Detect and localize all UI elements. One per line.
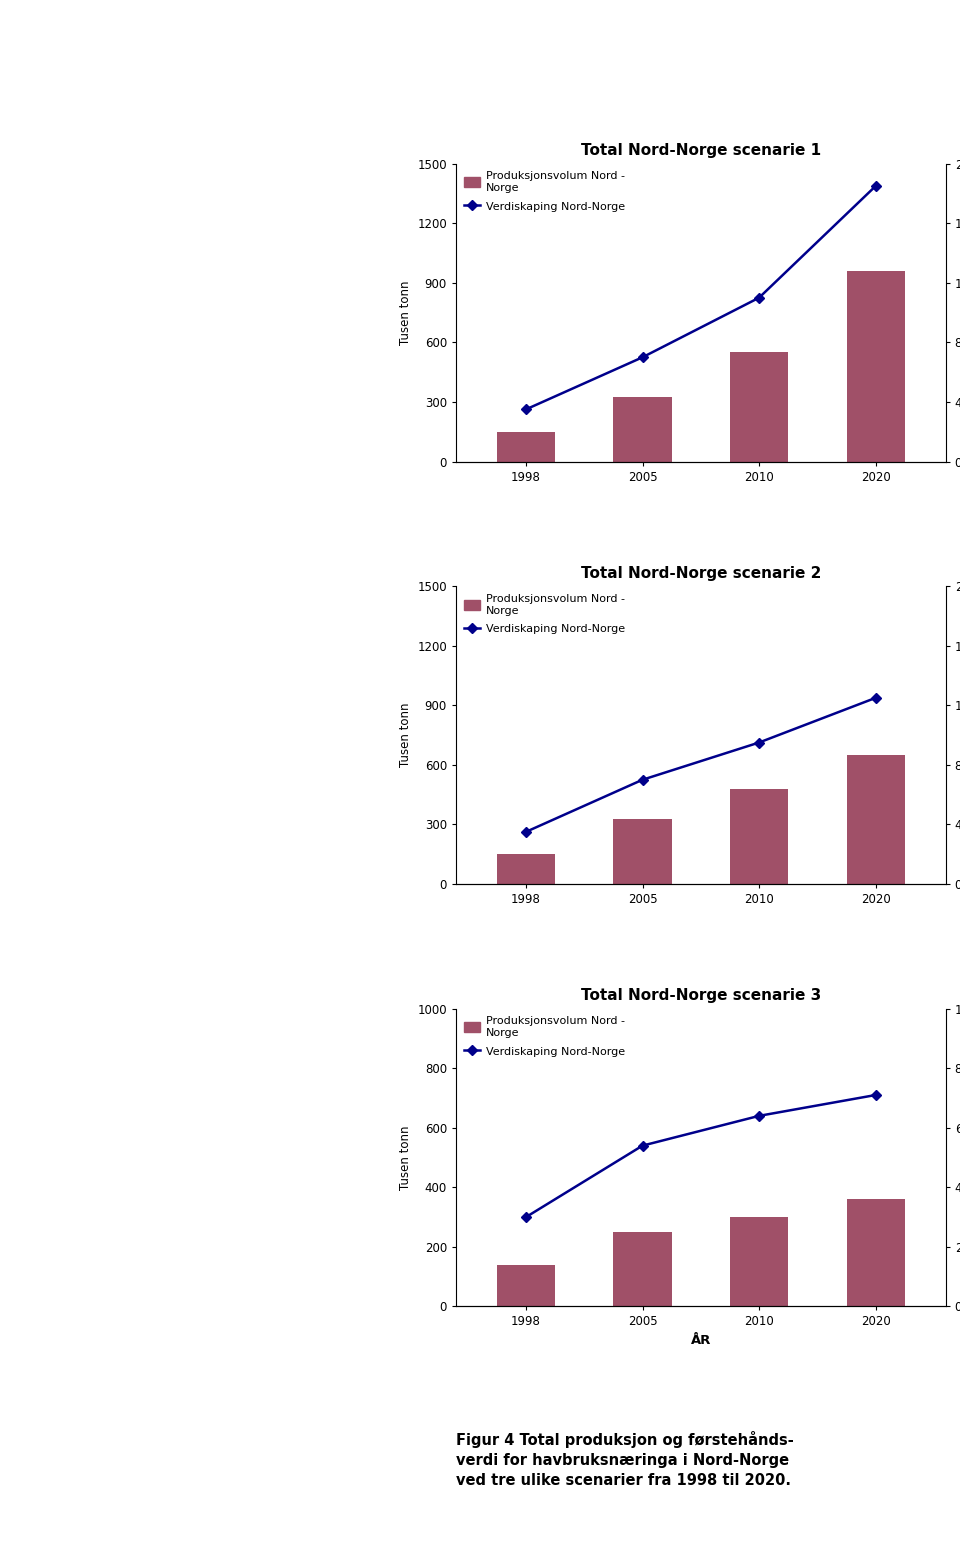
Bar bbox=[730, 352, 788, 461]
Legend: Produksjonsvolum Nord -
Norge, Verdiskaping Nord-Norge: Produksjonsvolum Nord - Norge, Verdiskap… bbox=[462, 1015, 627, 1059]
X-axis label: ÅR: ÅR bbox=[690, 1335, 711, 1347]
Bar bbox=[847, 271, 904, 461]
Title: Total Nord-Norge scenarie 3: Total Nord-Norge scenarie 3 bbox=[581, 988, 821, 1004]
Bar bbox=[847, 755, 904, 884]
Y-axis label: Tusen tonn: Tusen tonn bbox=[398, 281, 412, 345]
Legend: Produksjonsvolum Nord -
Norge, Verdiskaping Nord-Norge: Produksjonsvolum Nord - Norge, Verdiskap… bbox=[462, 592, 627, 636]
Bar bbox=[497, 1264, 555, 1306]
Text: Figur 4 Total produksjon og førstehånds-
verdi for havbruksnæringa i Nord-Norge
: Figur 4 Total produksjon og førstehånds-… bbox=[456, 1431, 794, 1487]
Bar bbox=[497, 854, 555, 884]
Legend: Produksjonsvolum Nord -
Norge, Verdiskaping Nord-Norge: Produksjonsvolum Nord - Norge, Verdiskap… bbox=[462, 170, 627, 214]
Title: Total Nord-Norge scenarie 1: Total Nord-Norge scenarie 1 bbox=[581, 143, 821, 159]
Bar bbox=[730, 789, 788, 884]
Bar bbox=[497, 432, 555, 461]
Bar bbox=[613, 398, 672, 461]
Bar bbox=[613, 1232, 672, 1306]
Y-axis label: Tusen tonn: Tusen tonn bbox=[398, 703, 412, 767]
Bar bbox=[847, 1199, 904, 1306]
Y-axis label: Tusen tonn: Tusen tonn bbox=[398, 1126, 412, 1190]
Bar bbox=[613, 820, 672, 884]
Title: Total Nord-Norge scenarie 2: Total Nord-Norge scenarie 2 bbox=[581, 566, 821, 582]
Bar bbox=[730, 1218, 788, 1306]
